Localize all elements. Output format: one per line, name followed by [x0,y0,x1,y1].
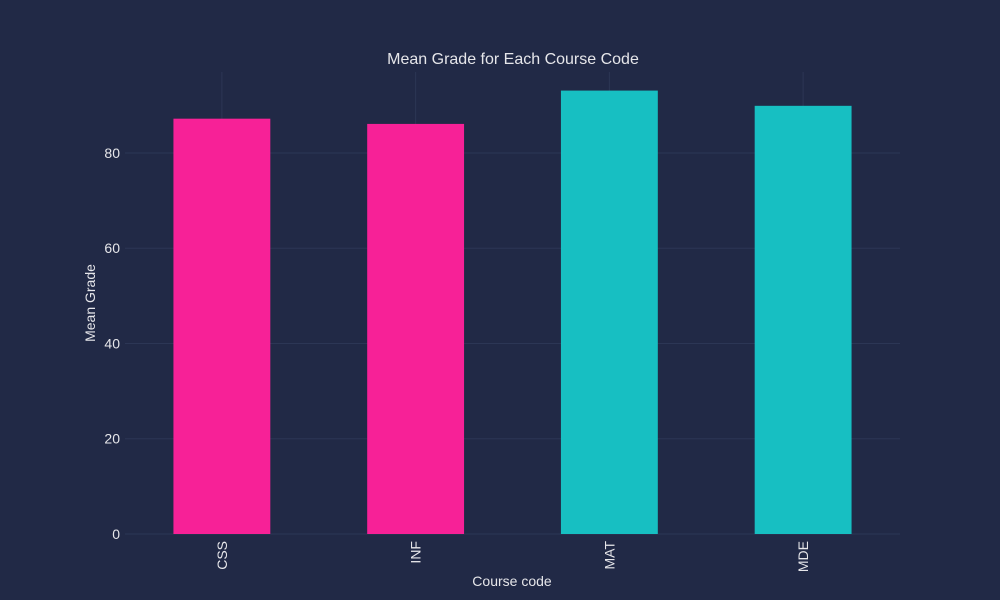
y-tick-label: 20 [104,431,120,447]
y-tick-label: 0 [112,526,120,542]
bar-mat [560,90,658,534]
y-tick-label: 60 [104,240,120,256]
tick-layer: 0 20 40 60 80 CSS INF MAT MDE [104,145,811,572]
x-tick-label: CSS [214,541,230,570]
x-tick-label: MAT [601,541,617,570]
y-tick-label: 80 [104,145,120,161]
bar-mde [754,105,852,534]
x-tick-label: INF [408,541,424,564]
x-tick-label: MDE [795,541,811,572]
chart-title: Mean Grade for Each Course Code [387,51,639,68]
bar-layer [173,90,852,535]
bar-css [173,118,271,535]
y-axis-label: Mean Grade [82,264,98,342]
x-axis-label: Course code [472,573,552,589]
y-tick-label: 40 [104,335,120,351]
bar-inf [367,123,465,534]
